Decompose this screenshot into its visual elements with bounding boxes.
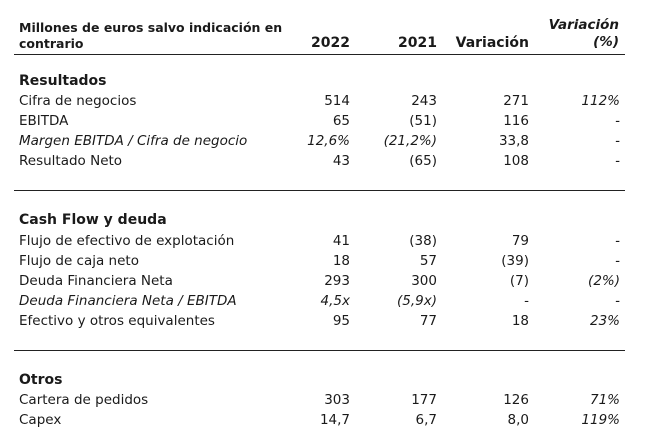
value-variacion: (39) <box>501 253 529 269</box>
value-2022: 18 <box>332 253 350 269</box>
header-variacion-pct-line1: Variación <box>548 17 619 33</box>
value-variacion: 79 <box>511 233 529 249</box>
value-variacion-pct: - <box>615 253 620 269</box>
value-variacion: 18 <box>511 313 529 329</box>
value-variacion-pct: - <box>615 153 620 169</box>
value-variacion-pct: 23% <box>589 313 620 329</box>
row-label: Cifra de negocios <box>19 93 137 109</box>
value-2021: 177 <box>411 392 437 408</box>
value-2022: 514 <box>324 93 350 109</box>
table-row: Resultado Neto 43 (65) 108 - <box>0 151 647 171</box>
table-row: Capex 14,7 6,7 8,0 119% <box>0 410 647 430</box>
value-2021: (21,2%) <box>383 133 437 149</box>
value-2022: 41 <box>332 233 350 249</box>
row-label: EBITDA <box>19 113 69 129</box>
table-row: Deuda Financiera Neta / EBITDA 4,5x (5,9… <box>0 291 647 311</box>
value-variacion-pct: 119% <box>581 412 620 428</box>
column-header-2022: 2022 <box>311 35 350 51</box>
value-2022: 293 <box>324 273 350 289</box>
value-variacion-pct: 112% <box>581 93 620 109</box>
table-row: Cartera de pedidos 303 177 126 71% <box>0 390 647 410</box>
value-variacion: 271 <box>503 93 529 109</box>
column-header-variacion: Variación <box>455 35 529 51</box>
value-variacion: 33,8 <box>498 133 529 149</box>
column-header-2021: 2021 <box>398 35 437 51</box>
row-label: Capex <box>19 412 62 428</box>
table-header-label: Millones de euros salvo indicación en co… <box>19 20 282 52</box>
value-variacion-pct: - <box>615 133 620 149</box>
value-2022: 303 <box>324 392 350 408</box>
row-label: Cartera de pedidos <box>19 392 149 408</box>
table-row: Flujo de caja neto 18 57 (39) - <box>0 251 647 271</box>
row-label: Margen EBITDA / Cifra de negocio <box>19 133 248 149</box>
value-2021: (65) <box>409 153 437 169</box>
value-variacion-pct: - <box>615 293 620 309</box>
row-label: Efectivo y otros equivalentes <box>19 313 215 329</box>
row-label: Deuda Financiera Neta / EBITDA <box>19 293 237 309</box>
header-label-line2: contrario <box>19 36 84 51</box>
column-header-variacion-pct: Variación (%) <box>549 17 619 51</box>
value-variacion-pct: - <box>615 113 620 129</box>
row-label: Deuda Financiera Neta <box>19 273 173 289</box>
value-2021: (5,9x) <box>397 293 437 309</box>
value-variacion: 126 <box>503 392 529 408</box>
value-2021: 77 <box>419 313 437 329</box>
value-variacion: (7) <box>509 273 529 289</box>
header-label-line1: Millones de euros salvo indicación en <box>19 20 283 35</box>
table-row: Flujo de efectivo de explotación 41 (38)… <box>0 231 647 251</box>
value-variacion-pct: - <box>615 233 620 249</box>
value-variacion: - <box>524 293 529 309</box>
section-divider <box>14 190 625 191</box>
row-label: Flujo de efectivo de explotación <box>19 233 235 249</box>
value-2022: 65 <box>332 113 350 129</box>
table-row: EBITDA 65 (51) 116 - <box>0 111 647 131</box>
value-variacion: 8,0 <box>507 412 529 428</box>
value-2022: 4,5x <box>320 293 350 309</box>
table-row: Efectivo y otros equivalentes 95 77 18 2… <box>0 311 647 331</box>
value-2021: 6,7 <box>415 412 437 428</box>
value-2021: (51) <box>409 113 437 129</box>
table-row: Margen EBITDA / Cifra de negocio 12,6% (… <box>0 131 647 151</box>
header-divider <box>14 54 625 55</box>
value-2021: (38) <box>409 233 437 249</box>
table-row: Deuda Financiera Neta 293 300 (7) (2%) <box>0 271 647 291</box>
section-title-resultados: Resultados <box>19 73 107 89</box>
value-variacion-pct: 71% <box>589 392 620 408</box>
section-divider <box>14 350 625 351</box>
value-2022: 12,6% <box>307 133 350 149</box>
value-variacion: 108 <box>503 153 529 169</box>
row-label: Resultado Neto <box>19 153 123 169</box>
section-title-cash-flow: Cash Flow y deuda <box>19 212 167 228</box>
value-2022: 14,7 <box>319 412 350 428</box>
header-variacion-pct-line2: (%) <box>593 34 619 50</box>
row-label: Flujo de caja neto <box>19 253 139 269</box>
value-2021: 57 <box>419 253 437 269</box>
value-2022: 95 <box>332 313 350 329</box>
table-row: Cifra de negocios 514 243 271 112% <box>0 91 647 111</box>
value-variacion-pct: (2%) <box>588 273 620 289</box>
value-2022: 43 <box>332 153 350 169</box>
value-variacion: 116 <box>503 113 529 129</box>
value-2021: 243 <box>411 93 437 109</box>
value-2021: 300 <box>411 273 437 289</box>
section-title-otros: Otros <box>19 372 63 388</box>
